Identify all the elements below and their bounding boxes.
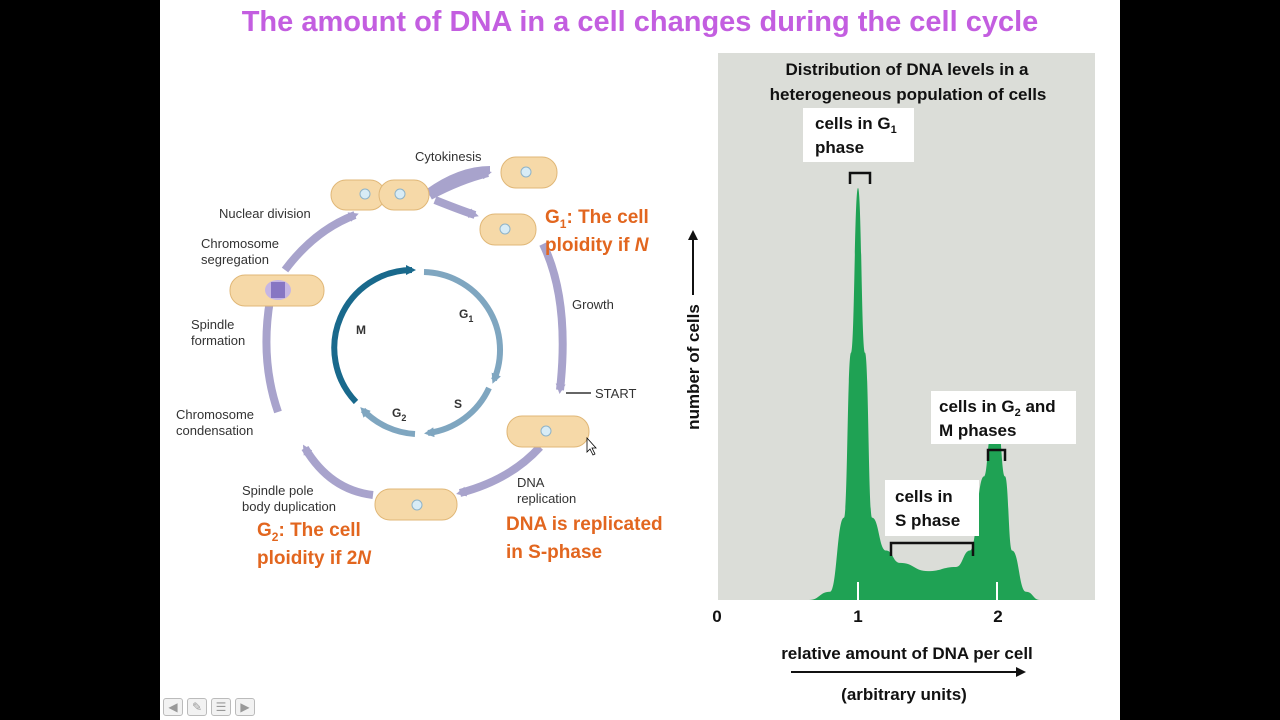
cycle-labels: Cytokinesis Nuclear division Chromosome … xyxy=(176,149,636,514)
cell-metaphase xyxy=(229,274,325,307)
cell-g1 xyxy=(479,213,537,246)
g1-label-box xyxy=(803,108,914,162)
label-dna-replication-1: DNA xyxy=(517,475,545,490)
menu-icon[interactable]: ☰ xyxy=(211,698,231,716)
phase-g1-label: G1 xyxy=(459,307,473,324)
label-chromosome-segregation-2: segregation xyxy=(201,252,269,267)
pen-tool-icon[interactable]: ✎ xyxy=(187,698,207,716)
cell-start xyxy=(506,415,590,448)
label-chromosome-segregation-1: Chromosome xyxy=(201,236,279,251)
inner-arc-s xyxy=(424,386,492,438)
phase-g2-label: G2 xyxy=(392,406,406,423)
histogram-title-line2: heterogeneous population of cells xyxy=(770,85,1047,104)
outer-arc-condensation xyxy=(301,444,374,499)
histogram-curve xyxy=(809,188,1040,600)
tick-label-1: 1 xyxy=(853,607,862,626)
inner-arc-m xyxy=(331,265,416,405)
outer-arc-split-lower xyxy=(433,196,479,219)
annotation-dna-line2: in S-phase xyxy=(506,542,602,563)
label-spindle-formation-1: Spindle xyxy=(191,317,234,332)
label-spindle-pole-1: Spindle pole xyxy=(242,483,314,498)
label-spindle-formation-2: formation xyxy=(191,333,245,348)
label-spindle-pole-2: body duplication xyxy=(242,499,336,514)
x-axis-sublabel: (arbitrary units) xyxy=(841,685,967,704)
outer-arc-growth xyxy=(539,242,567,394)
label-chromosome-condensation-2: condensation xyxy=(176,423,253,438)
cell-dividing xyxy=(330,179,430,211)
histogram: Distribution of DNA levels in a heteroge… xyxy=(684,53,1095,704)
outer-arc-spindle xyxy=(262,296,282,414)
annotations: G1: The cell ploidity if N G2: The cell … xyxy=(257,207,663,569)
g2-box-line1: cells in G2 and xyxy=(939,397,1056,419)
inner-cycle: M G1 S G2 xyxy=(331,265,503,438)
annotation-dna-line1: DNA is replicated xyxy=(506,514,663,535)
label-chromosome-condensation-1: Chromosome xyxy=(176,407,254,422)
y-axis-label: number of cells xyxy=(684,304,703,430)
s-bracket xyxy=(889,541,975,556)
x-axis-label: relative amount of DNA per cell xyxy=(781,644,1033,663)
diagram-canvas: M G1 S G2 Cytokinesis Nuclear division C… xyxy=(176,53,1095,704)
prev-slide-icon[interactable]: ◀ xyxy=(163,698,183,716)
s-label-box xyxy=(885,480,979,536)
g2-box-line2: M phases xyxy=(939,421,1016,440)
cell-daughter-top xyxy=(500,156,558,189)
phase-m-label: M xyxy=(356,323,366,337)
s-box-line2: S phase xyxy=(895,511,960,530)
tick-label-0: 0 xyxy=(712,607,721,626)
outer-cycle xyxy=(229,156,591,521)
annotation-g2-line2: ploidity if 2N xyxy=(257,548,372,569)
slide: The amount of DNA in a cell changes duri… xyxy=(160,0,1120,720)
annotation-g2-line1: G2: The cell xyxy=(257,520,361,544)
outer-arc-dna-replication xyxy=(456,444,543,497)
annotation-g1-line1: G1: The cell xyxy=(545,207,649,231)
label-start: START xyxy=(595,386,636,401)
g2-label-box xyxy=(931,391,1076,444)
inner-arc-g2 xyxy=(360,407,416,437)
label-cytokinesis: Cytokinesis xyxy=(415,149,482,164)
tick-label-2: 2 xyxy=(993,607,1002,626)
slide-navigation: ◀ ✎ ☰ ▶ xyxy=(163,698,255,716)
annotation-g1-line2: ploidity if N xyxy=(545,235,650,256)
label-dna-replication-2: replication xyxy=(517,491,576,506)
g1-box-line1: cells in G1 xyxy=(815,114,897,136)
mouse-cursor-icon xyxy=(586,436,597,456)
histogram-title-line1: Distribution of DNA levels in a xyxy=(785,60,1029,79)
outer-arc-segregation xyxy=(281,211,359,273)
outer-arc-split-upper xyxy=(428,169,492,200)
g1-box-line2: phase xyxy=(815,138,864,157)
inner-arc-g1 xyxy=(423,269,503,384)
g1-bracket xyxy=(848,171,872,184)
label-growth: Growth xyxy=(572,297,614,312)
label-nuclear-division: Nuclear division xyxy=(219,206,311,221)
cell-g2 xyxy=(374,488,458,521)
phase-s-label: S xyxy=(454,397,462,411)
s-box-line1: cells in xyxy=(895,487,953,506)
g2-bracket xyxy=(986,448,1007,461)
next-slide-icon[interactable]: ▶ xyxy=(235,698,255,716)
slide-title: The amount of DNA in a cell changes duri… xyxy=(241,6,1039,38)
